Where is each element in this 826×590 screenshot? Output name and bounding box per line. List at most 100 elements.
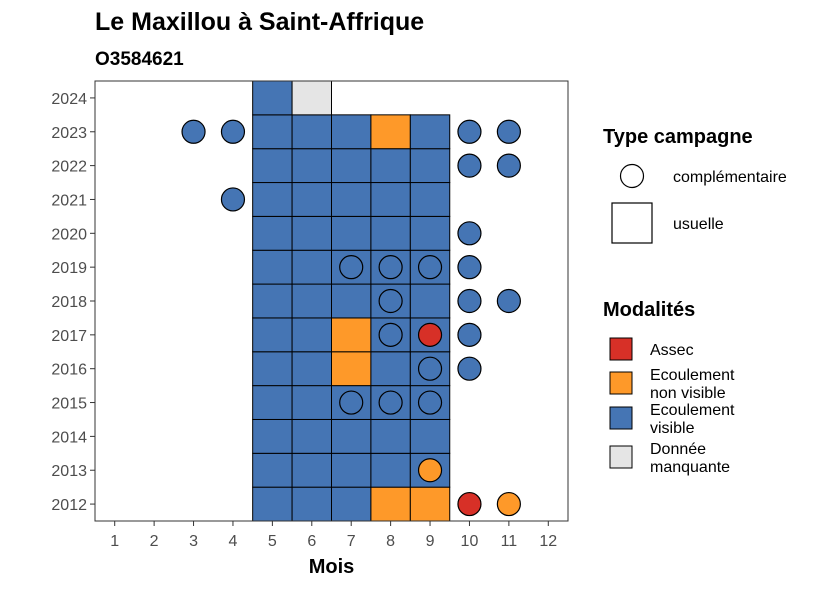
tile-2016-5 (252, 351, 293, 387)
tile-2022-6 (291, 148, 333, 184)
y-tick-label-2018: 2018 (51, 294, 87, 311)
tile-2021-8 (370, 182, 411, 217)
tile-2023-9 (409, 114, 451, 150)
point-2017-10 (457, 322, 482, 347)
tile-2021-6 (291, 182, 333, 217)
tile-2023-7 (331, 114, 372, 150)
tiles-layer (252, 80, 451, 522)
tile-2023-6 (291, 114, 333, 150)
tile-2023-5 (252, 114, 293, 150)
point-2016-9 (417, 356, 443, 381)
point-2018-10 (457, 288, 482, 314)
legend-shape-square (611, 202, 653, 244)
tile-2014-8 (370, 418, 411, 454)
tile-2020-6 (291, 215, 333, 251)
legend-color-key-ecoulement_visible (609, 406, 633, 430)
point-2017-8 (378, 322, 403, 347)
point-2018-11 (496, 288, 521, 314)
point-2016-10 (457, 356, 482, 381)
tile-2022-5 (252, 148, 293, 184)
legend-type-campagne: Type campagne complémentaire usuelle (603, 126, 787, 244)
tile-2012-9 (409, 486, 451, 522)
x-tick-label-7: 7 (347, 533, 356, 550)
legend-color-label-donnee_manquante: Donnée manquante (650, 441, 730, 476)
y-tick-label-2022: 2022 (51, 159, 87, 176)
legend-color-label-line: Donnée (650, 441, 706, 458)
tile-2018-9 (409, 283, 451, 319)
legend-color-label-ecoulement_non_visible: Ecoulement non visible (650, 367, 735, 402)
tile-2021-9 (409, 182, 451, 217)
tile-2020-5 (252, 215, 293, 251)
tile-2014-7 (331, 418, 372, 454)
point-2012-11 (496, 491, 521, 517)
point-2023-3 (181, 119, 206, 144)
x-axis-title: Mois (309, 556, 355, 578)
tile-2024-6 (291, 80, 333, 116)
tile-2015-5 (252, 385, 293, 420)
y-tick-label-2017: 2017 (51, 328, 87, 345)
x-tick-label-1: 1 (110, 533, 119, 550)
x-tick-label-3: 3 (189, 533, 198, 550)
tile-2012-5 (252, 486, 293, 522)
tile-2017-5 (252, 317, 293, 353)
tile-2013-7 (331, 452, 372, 488)
legend-shape-label-usuelle: usuelle (673, 216, 724, 233)
tile-2018-6 (291, 283, 333, 319)
point-2023-11 (496, 119, 521, 144)
point-2019-8 (378, 255, 403, 280)
legend-color-label-line: visible (650, 420, 695, 437)
point-2023-4 (220, 119, 246, 144)
x-tick-label-6: 6 (307, 533, 316, 550)
point-2023-10 (457, 119, 482, 144)
legend-shape-circle (619, 163, 645, 189)
tile-2019-6 (291, 249, 333, 285)
tile-2018-5 (252, 283, 293, 319)
tile-2012-8 (370, 486, 411, 522)
legend-shape-title: Type campagne (603, 126, 753, 148)
x-tick-label-4: 4 (229, 533, 238, 550)
x-tick-label-11: 11 (501, 533, 518, 550)
y-tick-label-2015: 2015 (51, 396, 87, 413)
x-tick-label-5: 5 (268, 533, 277, 550)
tile-2016-6 (291, 351, 333, 387)
legend-modalites: Modalités Assec Ecoulement non visibleEcou… (603, 299, 735, 476)
legend-color-label-line: manquante (650, 459, 730, 476)
tile-2013-5 (252, 452, 293, 488)
point-2022-10 (457, 153, 482, 178)
y-tick-label-2020: 2020 (51, 226, 87, 243)
tile-2024-5 (252, 80, 293, 116)
y-tick-label-2016: 2016 (51, 362, 87, 379)
point-2012-10 (457, 491, 482, 517)
legend-color-title: Modalités (603, 299, 695, 321)
point-2019-9 (417, 255, 443, 280)
tile-2014-6 (291, 418, 333, 454)
legend-color-key-assec (609, 337, 633, 361)
x-axis: 1 2 3 4 5 6 7 8 9 10 11 12 (110, 521, 557, 550)
chart-subtitle: O3584621 (95, 49, 184, 70)
y-tick-label-2023: 2023 (51, 125, 87, 142)
point-2021-4 (220, 187, 246, 212)
tile-2022-9 (409, 148, 451, 184)
legend-color-label-assec: Assec (650, 342, 694, 359)
tile-2021-5 (252, 182, 293, 217)
tile-2018-7 (331, 283, 372, 319)
tile-2020-8 (370, 215, 411, 251)
tile-2016-8 (370, 351, 411, 387)
x-tick-label-12: 12 (539, 533, 557, 550)
x-tick-label-8: 8 (386, 533, 395, 550)
point-2020-10 (457, 221, 482, 246)
tile-2014-5 (252, 418, 293, 454)
tile-2012-6 (291, 486, 333, 522)
y-tick-label-2012: 2012 (51, 497, 87, 514)
legend-color-label-line: Ecoulement (650, 367, 735, 384)
tile-2017-6 (291, 317, 333, 353)
point-2018-8 (378, 288, 403, 314)
tile-2022-8 (370, 148, 411, 184)
tile-2014-9 (409, 418, 451, 454)
tile-2013-6 (291, 452, 333, 488)
legend-shape-label-complementaire: complémentaire (673, 169, 787, 186)
tile-2012-7 (331, 486, 372, 522)
y-tick-label-2024: 2024 (51, 91, 87, 108)
legend-color-label-line: Ecoulement (650, 402, 735, 419)
